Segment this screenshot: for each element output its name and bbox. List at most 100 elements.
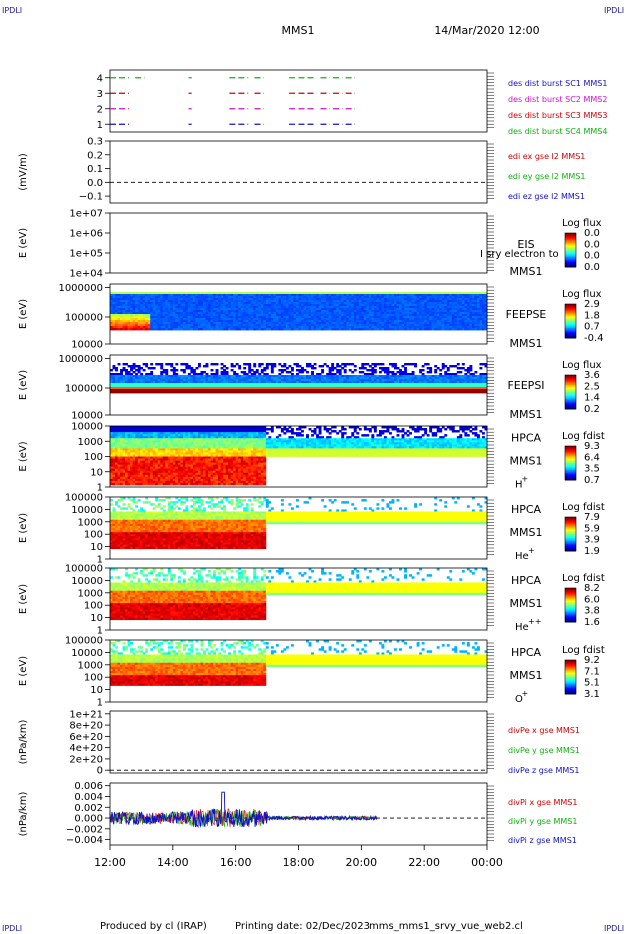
- spacecraft-label-8: MMS1: [510, 669, 543, 682]
- ytick-label-10-0: 0.006: [74, 781, 103, 792]
- legend-entry-10-1: divPi y gse MMS1: [508, 817, 577, 826]
- colorbar-6: [564, 516, 577, 552]
- ytick-label-8-4: 10: [90, 685, 103, 696]
- ytick-label-6-3: 100: [84, 530, 103, 541]
- ytick-label-4-2: 10000: [71, 411, 103, 422]
- instrument-label-3: FEEPSE: [506, 308, 547, 321]
- colorbar-value-3-0: 2.9: [584, 299, 600, 310]
- species-label-6: He: [515, 551, 529, 562]
- y-axis-label-6: E (eV): [18, 513, 29, 543]
- panel-right-ticks-6: [487, 499, 494, 555]
- species-charge-6: +: [528, 546, 535, 555]
- spacecraft-label-3: MMS1: [510, 337, 543, 350]
- instrument-label-4: FEEPSI: [507, 379, 544, 392]
- spacecraft-label-4: MMS1: [510, 408, 543, 421]
- colorbar-title-5: Log fdist: [562, 431, 605, 442]
- colorbar-value-7-3: 1.6: [584, 617, 600, 628]
- colorbar-value-6-1: 5.9: [584, 523, 600, 534]
- legend-entry-0-1: des dist burst SC2 MMS2: [508, 95, 607, 104]
- ytick-label-9-5: 0: [97, 766, 103, 777]
- footer-printing-date: Printing date: 02/Dec/2023: [235, 921, 370, 932]
- panel-frame-5: [109, 425, 488, 488]
- ytick-label-8-5: 1: [97, 698, 103, 709]
- footer-filename: mms_mms1_srvy_vue_web2.cl: [369, 921, 523, 932]
- xtick-label-4: 20:00: [345, 856, 377, 869]
- ytick-label-5-4: 1: [97, 483, 103, 494]
- overlap-label-2: I sry electron to: [480, 249, 559, 260]
- ytick-label-9-4: 2e+20: [69, 754, 103, 765]
- colorbar-value-4-3: 0.2: [584, 404, 600, 415]
- panel-right-ticks-4: [487, 357, 494, 413]
- ytick-label-0-1: 3: [97, 89, 103, 100]
- colorbar-title-6: Log fdist: [562, 502, 605, 513]
- panel-right-ticks-3: [487, 286, 494, 342]
- ytick-label-10-1: 0.004: [74, 792, 103, 803]
- ytick-label-10-2: 0.002: [74, 803, 103, 814]
- y-axis-label-4: E (eV): [18, 370, 29, 400]
- colorbar-value-3-1: 1.8: [584, 310, 600, 321]
- ytick-label-10-5: −0.004: [66, 835, 103, 846]
- ytick-label-6-2: 1000: [78, 517, 103, 528]
- colorbar-value-7-1: 6.0: [584, 594, 600, 605]
- panel-hpca_h: 10000 1000 100 10 1 E (eV) Log fdist9.36.43.50…: [18, 422, 605, 494]
- panel-frame-3: [109, 283, 488, 345]
- ytick-label-8-3: 100: [84, 673, 103, 684]
- ytick-label-0-0: 4: [97, 73, 103, 84]
- panel-right-ticks-2: [487, 215, 494, 271]
- colorbar-title-4: Log flux: [562, 360, 602, 371]
- ytick-label-6-1: 10000: [71, 505, 103, 516]
- instrument-label-7: HPCA: [511, 574, 542, 587]
- ytick-label-2-1: 1e+06: [69, 229, 103, 240]
- xtick-label-3: 18:00: [283, 856, 315, 869]
- colorbar-value-6-0: 7.9: [584, 512, 600, 523]
- corner-label-bottom-left: IPDLI: [2, 924, 23, 933]
- ytick-label-6-5: 1: [97, 555, 103, 566]
- ytick-label-5-0: 10000: [71, 422, 103, 433]
- legend-entry-10-2: divPi z gse MMS1: [508, 836, 577, 845]
- spacecraft-label-6: MMS1: [510, 526, 543, 539]
- ytick-label-0-2: 2: [97, 104, 103, 115]
- ytick-label-7-5: 1: [97, 626, 103, 637]
- colorbar-value-8-2: 5.1: [584, 678, 600, 689]
- ytick-label-1-3: 0.0: [87, 178, 103, 189]
- ytick-label-7-4: 10: [90, 613, 103, 624]
- spectrogram-4: [110, 363, 488, 394]
- colorbar-value-4-1: 2.5: [584, 381, 600, 392]
- species-label-5: H: [515, 480, 523, 491]
- ytick-label-1-1: 0.2: [87, 150, 103, 161]
- ytick-label-6-0: 100000: [65, 493, 103, 504]
- y-axis-label-2: E (eV): [18, 228, 29, 258]
- panel-right-ticks-1: [487, 143, 494, 199]
- divpi-trace-2: [109, 791, 378, 829]
- panel-right-ticks-10: [487, 785, 494, 841]
- ytick-label-2-3: 1e+04: [69, 269, 103, 280]
- instrument-label-2: EIS: [517, 238, 534, 251]
- panel-feepsi: 1000000 100000 10000 E (eV) Log flux3.62.51.…: [18, 354, 602, 421]
- colorbar-value-7-0: 8.2: [584, 583, 600, 594]
- ytick-label-1-4: −0.1: [79, 192, 103, 203]
- colorbar-title-3: Log flux: [562, 289, 602, 300]
- y-axis-label-7: E (eV): [18, 584, 29, 614]
- spacecraft-label-2: MMS1: [510, 265, 543, 278]
- panel-right-ticks-7: [487, 570, 494, 626]
- legend-entry-9-1: divPe y gse MMS1: [508, 746, 580, 755]
- colorbar-8: [564, 659, 577, 695]
- colorbar-value-2-0: 0.0: [584, 228, 600, 239]
- ytick-label-4-1: 100000: [65, 384, 103, 395]
- y-axis-label-8: E (eV): [18, 656, 29, 686]
- colorbar-value-2-3: 0.0: [584, 262, 600, 273]
- colorbar-title-8: Log fdist: [562, 645, 605, 656]
- panel-frame-8: [109, 639, 488, 703]
- xtick-label-2: 16:00: [220, 856, 252, 869]
- ytick-label-3-0: 1000000: [58, 283, 103, 294]
- legend-entry-1-1: edi ey gse l2 MMS1: [508, 172, 586, 181]
- spectrogram-3: [110, 292, 488, 331]
- ytick-label-6-4: 10: [90, 542, 103, 553]
- ytick-label-7-2: 1000: [78, 588, 103, 599]
- species-charge-7: ++: [528, 617, 541, 626]
